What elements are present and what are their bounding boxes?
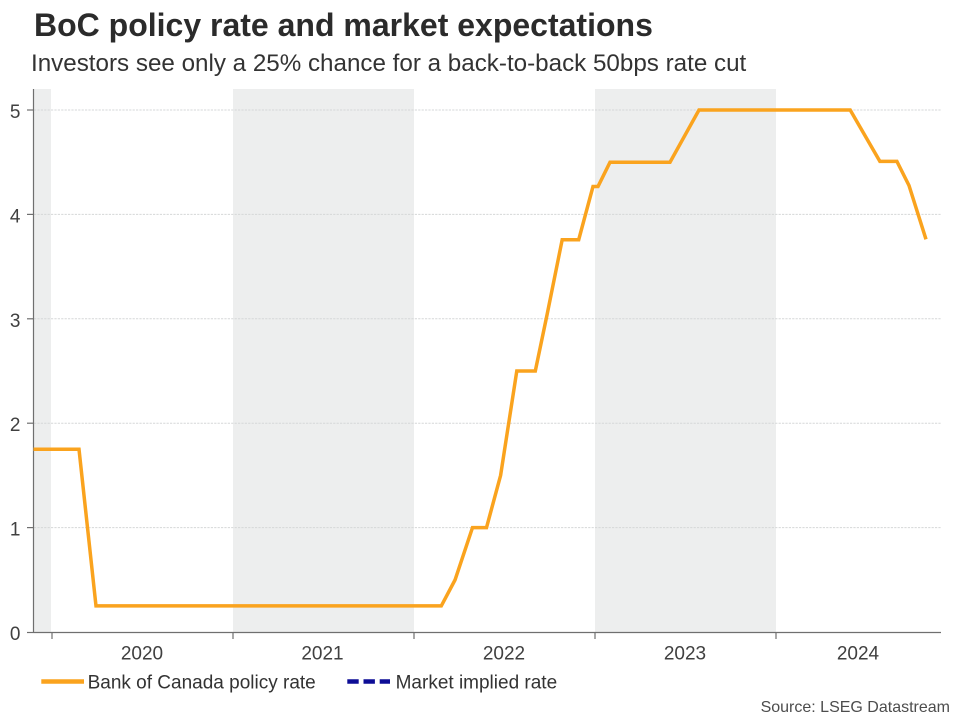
svg-text:4: 4	[10, 206, 21, 227]
svg-text:2023: 2023	[664, 644, 706, 665]
svg-text:2024: 2024	[837, 644, 880, 665]
svg-text:5: 5	[10, 102, 21, 123]
svg-text:2021: 2021	[301, 644, 343, 665]
svg-text:Market implied rate: Market implied rate	[396, 672, 558, 693]
svg-text:Bank of Canada policy rate: Bank of Canada policy rate	[88, 672, 316, 693]
svg-text:2020: 2020	[121, 644, 163, 665]
svg-text:3: 3	[10, 311, 21, 332]
svg-text:0: 0	[10, 624, 21, 645]
svg-text:2: 2	[10, 415, 21, 436]
svg-text:2022: 2022	[483, 644, 525, 665]
svg-text:1: 1	[10, 520, 21, 541]
